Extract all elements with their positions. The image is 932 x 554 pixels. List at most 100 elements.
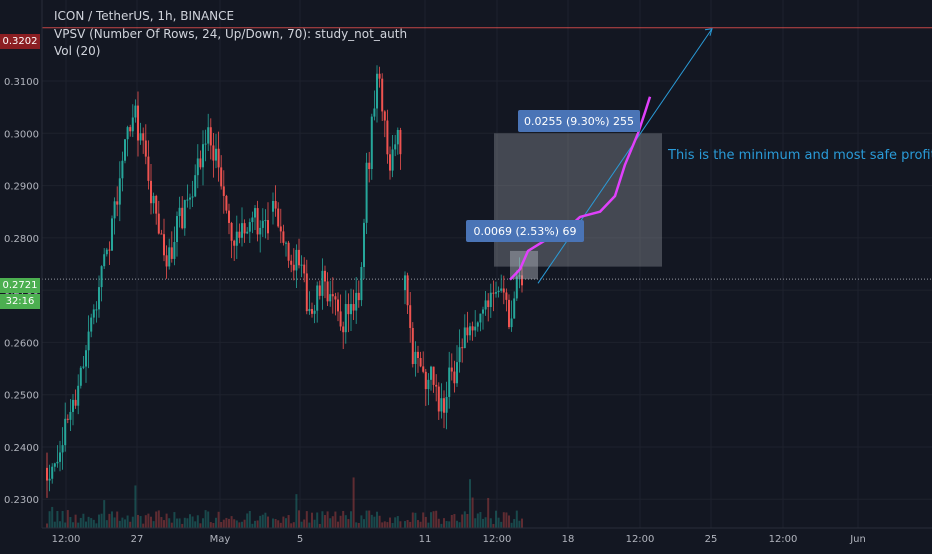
volume-bar	[324, 515, 326, 528]
volume-bar	[238, 522, 241, 528]
candle-body	[437, 386, 440, 412]
high-price-tag: 0.3202	[0, 34, 40, 49]
volume-bar	[176, 518, 178, 528]
candle-body	[77, 385, 80, 406]
volume-bar	[113, 517, 116, 528]
volume-bar	[230, 516, 233, 528]
candle-body	[489, 292, 492, 308]
candle-body	[139, 133, 142, 141]
volume-bar	[282, 516, 285, 528]
candle-body	[46, 467, 48, 481]
volume-bar	[241, 521, 243, 528]
candle-body	[163, 234, 165, 256]
candle-body	[121, 160, 124, 179]
label-small: 0.0069 (2.53%) 69	[466, 220, 584, 242]
volume-bar	[381, 522, 384, 528]
volume-bar	[471, 497, 474, 528]
candle-body	[344, 304, 347, 333]
volume-bar	[196, 515, 199, 528]
candle-body	[378, 73, 381, 79]
volume-bar	[256, 520, 259, 528]
indicator-vpsv-label[interactable]: VPSV (Number Of Rows, 24, Up/Down, 70): …	[54, 27, 408, 41]
candle-body	[422, 366, 425, 372]
candle-body	[82, 366, 85, 368]
volume-bar	[347, 519, 350, 528]
candle-body	[368, 162, 371, 170]
volume-bar	[87, 516, 90, 528]
volume-bar	[365, 510, 368, 528]
candle-body	[98, 287, 100, 310]
candle-body	[492, 292, 495, 294]
volume-bar	[126, 515, 129, 528]
volume-bar	[285, 518, 287, 528]
volume-bar	[235, 520, 238, 528]
volume-bar	[264, 512, 267, 528]
volume-bar	[279, 522, 282, 528]
x-tick-label: May	[210, 534, 231, 545]
volume-bar	[61, 510, 64, 528]
candle-body	[435, 384, 438, 387]
candle-body	[267, 220, 269, 234]
candle-body	[186, 199, 189, 201]
y-tick-label: 0.2400	[4, 443, 39, 454]
volume-bar	[505, 512, 508, 528]
volume-bar	[476, 513, 479, 528]
volume-bar	[215, 517, 217, 528]
volume-bar	[267, 516, 269, 528]
candle-body	[215, 148, 217, 161]
volume-bar	[409, 521, 412, 528]
candle-body	[482, 309, 484, 314]
volume-bar	[422, 512, 425, 528]
candle-body	[202, 144, 204, 168]
candle-body	[311, 308, 313, 314]
volume-bar	[440, 523, 443, 528]
candle-body	[124, 139, 126, 161]
trend-arrow-head	[704, 28, 713, 36]
volume-bar	[461, 514, 464, 528]
volume-bar	[316, 512, 319, 528]
candle-body	[417, 351, 419, 359]
x-tick-label: 11	[419, 534, 432, 545]
volume-bar	[495, 510, 497, 528]
volume-bar	[482, 518, 484, 528]
volume-bar	[66, 510, 69, 528]
volume-bar	[500, 521, 503, 528]
countdown-tag: 32:16	[0, 294, 40, 309]
candle-body	[194, 175, 197, 197]
volume-bar	[189, 514, 191, 528]
indicator-vol-label[interactable]: Vol (20)	[54, 44, 101, 58]
volume-bar	[406, 520, 409, 528]
y-tick-label: 0.2800	[4, 234, 39, 245]
volume-bar	[121, 517, 124, 528]
candle-body	[274, 200, 277, 209]
volume-bar	[363, 519, 365, 528]
candle-body	[502, 288, 505, 293]
volume-bar	[453, 514, 456, 528]
candle-body	[510, 318, 513, 328]
candle-body	[241, 223, 243, 238]
volume-bar	[432, 511, 435, 528]
volume-bar	[394, 517, 397, 528]
volume-bar	[303, 519, 306, 528]
candle-body	[521, 275, 523, 286]
candle-body	[321, 270, 324, 296]
volume-bar	[484, 517, 487, 528]
symbol-title[interactable]: ICON / TetherUS, 1h, BINANCE	[54, 9, 235, 23]
volume-bar	[173, 512, 176, 528]
candle-body	[155, 195, 158, 214]
volume-bar	[48, 511, 51, 528]
y-tick-label: 0.2900	[4, 182, 39, 193]
candle-body	[53, 463, 56, 467]
candle-body	[352, 304, 355, 311]
price-lines	[42, 27, 932, 280]
volume-bar	[98, 514, 100, 528]
volume-bar	[419, 521, 422, 528]
candle-body	[157, 213, 160, 234]
candle-body	[383, 111, 386, 121]
candle-body	[399, 129, 402, 155]
volume-bar	[251, 523, 254, 528]
candle-body	[207, 127, 210, 144]
volume-bar	[233, 519, 236, 528]
